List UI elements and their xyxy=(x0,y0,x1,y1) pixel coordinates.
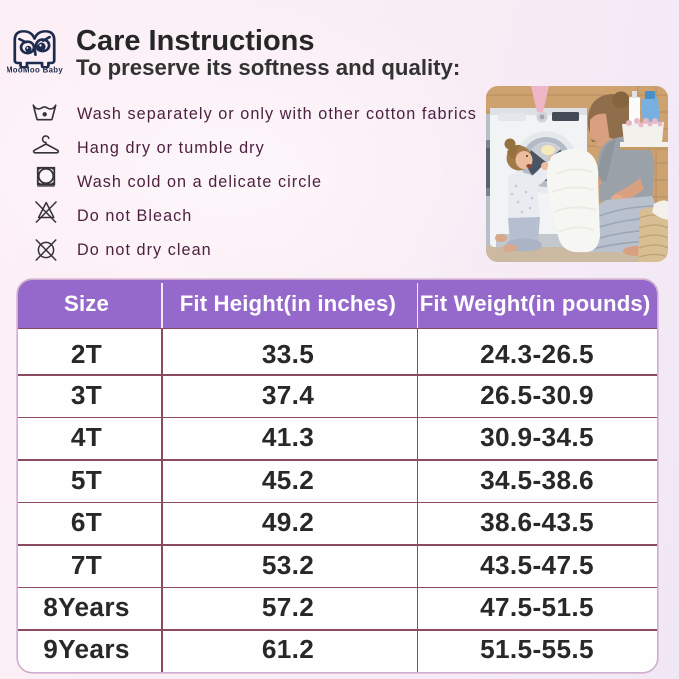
svg-text:MooMoo Baby: MooMoo Baby xyxy=(7,66,63,75)
